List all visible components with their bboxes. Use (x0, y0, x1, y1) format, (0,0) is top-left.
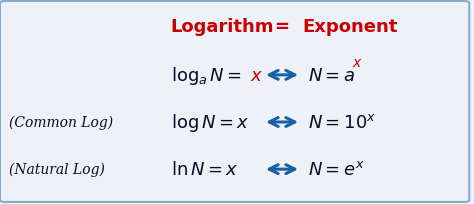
Text: =: = (274, 18, 290, 35)
Text: (Common Log): (Common Log) (9, 115, 114, 130)
Text: (Natural Log): (Natural Log) (9, 162, 105, 176)
Text: Exponent: Exponent (302, 18, 398, 35)
Text: $\log_a N = $: $\log_a N = $ (171, 64, 241, 86)
Text: $\mathrm{ln}\, N = x$: $\mathrm{ln}\, N = x$ (171, 160, 238, 178)
FancyBboxPatch shape (0, 2, 469, 202)
Text: $\mathit{x}$: $\mathit{x}$ (250, 67, 263, 84)
Text: Logarithm: Logarithm (171, 18, 274, 35)
Text: $\mathit{x}$: $\mathit{x}$ (352, 55, 363, 69)
Text: $N = a$: $N = a$ (308, 67, 356, 84)
Text: $\log N = x$: $\log N = x$ (171, 111, 249, 133)
Text: $N = e^{x}$: $N = e^{x}$ (308, 160, 365, 178)
Text: $N = 10^{x}$: $N = 10^{x}$ (308, 113, 376, 131)
